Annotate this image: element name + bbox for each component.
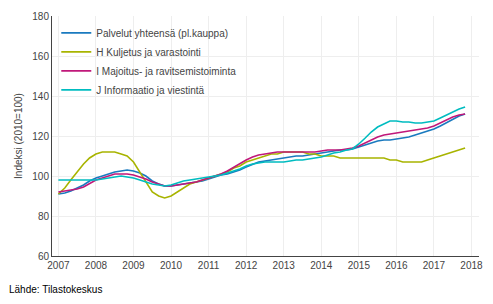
svg-text:160: 160 xyxy=(32,51,49,62)
svg-text:2009: 2009 xyxy=(122,260,145,271)
svg-text:Lähde: Tilastokeskus: Lähde: Tilastokeskus xyxy=(9,284,102,295)
svg-text:2015: 2015 xyxy=(348,260,371,271)
svg-text:120: 120 xyxy=(32,131,49,142)
svg-text:I Majoitus- ja ravitsemistoimi: I Majoitus- ja ravitsemistoiminta xyxy=(96,66,236,77)
svg-text:H Kuljetus ja varastointi: H Kuljetus ja varastointi xyxy=(96,47,201,58)
svg-text:180: 180 xyxy=(32,11,49,22)
svg-text:2017: 2017 xyxy=(423,260,446,271)
svg-text:2008: 2008 xyxy=(85,260,108,271)
svg-text:2010: 2010 xyxy=(160,260,183,271)
svg-text:2012: 2012 xyxy=(235,260,258,271)
svg-text:100: 100 xyxy=(32,171,49,182)
svg-text:J Informaatio ja viestintä: J Informaatio ja viestintä xyxy=(96,85,204,96)
svg-text:Indeksi (2010=100): Indeksi (2010=100) xyxy=(13,93,24,179)
svg-text:60: 60 xyxy=(38,251,50,262)
svg-text:2014: 2014 xyxy=(310,260,333,271)
svg-text:2018: 2018 xyxy=(460,260,483,271)
svg-text:Palvelut yhteensä (pl.kauppa): Palvelut yhteensä (pl.kauppa) xyxy=(96,28,228,39)
svg-text:2007: 2007 xyxy=(47,260,70,271)
svg-text:2013: 2013 xyxy=(273,260,296,271)
svg-text:2016: 2016 xyxy=(385,260,408,271)
svg-text:140: 140 xyxy=(32,91,49,102)
svg-text:2011: 2011 xyxy=(198,260,220,271)
svg-text:80: 80 xyxy=(38,211,50,222)
